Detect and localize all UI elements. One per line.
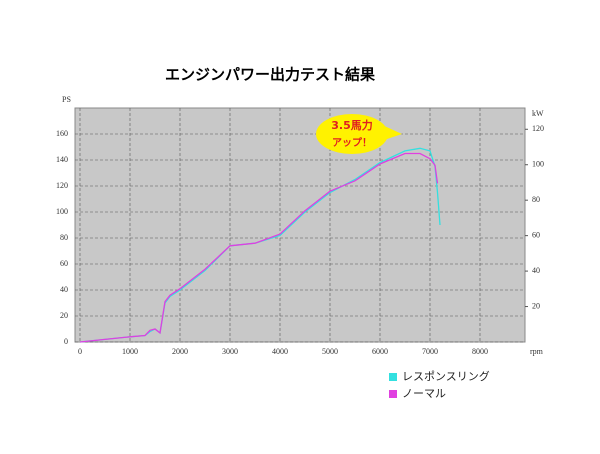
y-tick-label: 20	[60, 311, 68, 320]
y-tick-label: 100	[56, 207, 68, 216]
y2-tick-label: 100	[532, 160, 544, 169]
y-axis-label: PS	[62, 95, 71, 104]
y-tick-label: 120	[56, 181, 68, 190]
y2-tick-label: 120	[532, 124, 544, 133]
y-tick-label: 80	[60, 233, 68, 242]
y2-tick-label: 20	[532, 301, 540, 310]
annotation: アップ！	[332, 136, 372, 149]
y2-tick-label: 80	[532, 195, 540, 204]
callout-pointer	[380, 124, 402, 140]
legend-label: ノーマル	[402, 387, 446, 400]
y-tick-label: 140	[56, 155, 68, 164]
legend-swatch	[389, 390, 397, 398]
x-tick-label: 3000	[222, 347, 238, 356]
x-tick-label: 0	[78, 347, 82, 356]
y-tick-label: 40	[60, 285, 68, 294]
chart-title: エンジンパワー出力テスト結果	[165, 66, 376, 84]
y-tick-label: 160	[56, 129, 68, 138]
x-tick-label: 6000	[372, 347, 388, 356]
x-tick-label: 5000	[322, 347, 338, 356]
annotation: 3.5馬力	[331, 118, 373, 132]
x-tick-label: 4000	[272, 347, 288, 356]
x-tick-label: 7000	[422, 347, 438, 356]
legend-swatch	[389, 373, 397, 381]
y2-axis-label: kW	[532, 109, 544, 118]
y-tick-label: 0	[64, 337, 68, 346]
plot-area	[74, 107, 526, 343]
callout	[316, 114, 388, 154]
y-tick-label: 60	[60, 259, 68, 268]
x-tick-label: 8000	[472, 347, 488, 356]
x-tick-label: 1000	[122, 347, 138, 356]
y2-tick-label: 40	[532, 266, 540, 275]
legend-label: レスポンスリング	[402, 369, 490, 383]
y2-tick-label: 60	[532, 230, 540, 239]
series-line	[79, 152, 439, 343]
x-tick-label: 2000	[172, 347, 188, 356]
x-axis-label: rpm	[530, 347, 544, 356]
